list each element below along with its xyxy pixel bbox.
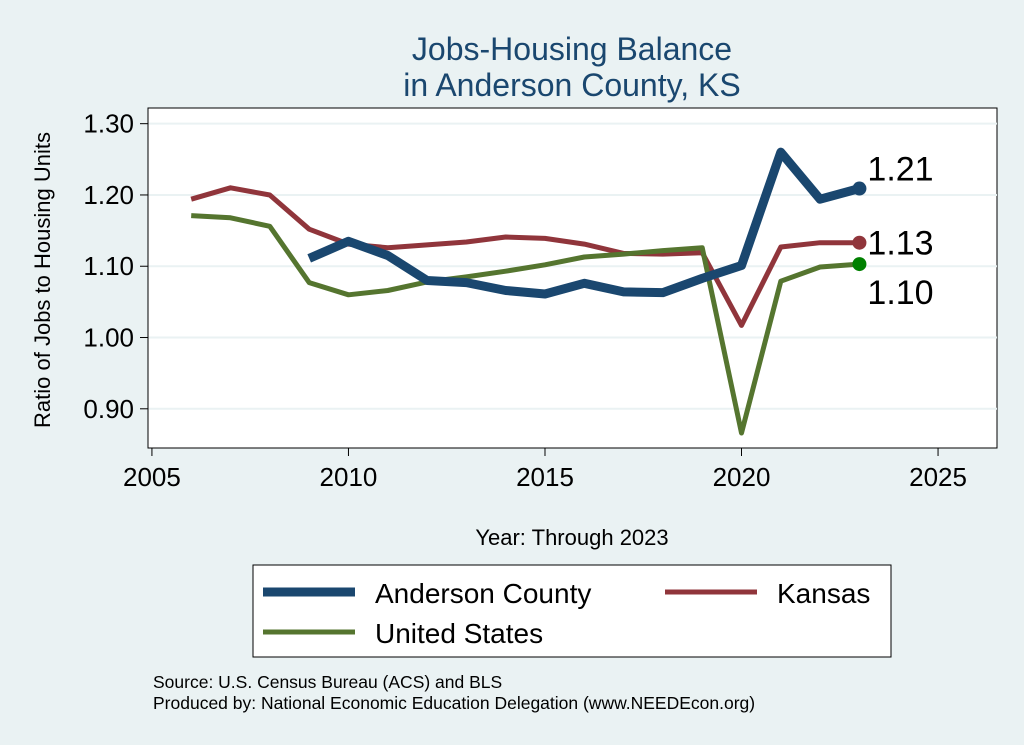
chart-title-line-2: in Anderson County, KS [403, 67, 740, 103]
x-tick-label: 2025 [909, 462, 967, 492]
x-axis: 2005 2010 2015 2020 2025 [123, 447, 997, 492]
source-note: Source: U.S. Census Bureau (ACS) and BLS [153, 672, 502, 692]
legend: Anderson County Kansas United States [252, 564, 892, 658]
x-axis-label: Year: Through 2023 [475, 525, 668, 550]
series-line-united-states [191, 213, 860, 436]
x-tick-label: 2010 [320, 462, 378, 492]
end-marker-kansas [852, 235, 867, 250]
y-axis: 0.90 1.00 1.10 1.20 1.30 [83, 108, 149, 448]
y-tick-label: 1.10 [83, 251, 134, 281]
end-labels: 1.21 1.13 1.10 [852, 151, 934, 312]
end-label-anderson-county: 1.21 [867, 151, 933, 189]
y-axis-label: Ratio of Jobs to Housing Units [30, 132, 55, 428]
series-lines [190, 147, 861, 436]
x-tick-label: 2020 [713, 462, 771, 492]
y-tick-label: 1.30 [83, 109, 134, 139]
series-line-anderson-county [307, 147, 861, 299]
x-tick-label: 2005 [123, 462, 181, 492]
y-tick-label: 1.20 [83, 180, 134, 210]
series-line-kansas [190, 185, 860, 328]
producer-note: Produced by: National Economic Education… [153, 693, 755, 713]
end-marker-anderson-county [852, 181, 867, 196]
chart-title-line-1: Jobs-Housing Balance [412, 31, 732, 67]
legend-label-united-states: United States [375, 618, 543, 649]
end-marker-united-states [852, 257, 867, 272]
legend-box [252, 564, 892, 658]
y-tick-label: 0.90 [83, 394, 134, 424]
end-label-kansas: 1.13 [867, 225, 933, 263]
plot-area [147, 107, 998, 449]
legend-label-kansas: Kansas [777, 578, 870, 609]
legend-label-anderson-county: Anderson County [375, 578, 591, 609]
x-tick-label: 2015 [516, 462, 574, 492]
y-tick-label: 1.00 [83, 323, 134, 353]
end-label-united-states: 1.10 [867, 274, 933, 312]
